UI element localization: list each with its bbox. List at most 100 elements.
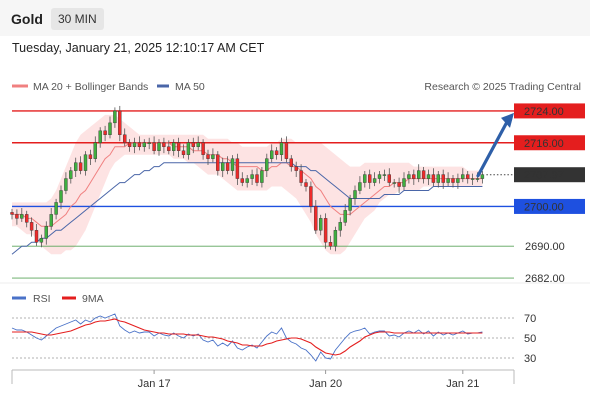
candle-body: [88, 154, 93, 159]
rsi-9ma-line: [12, 318, 483, 356]
candle-body: [250, 174, 254, 179]
candle-body: [353, 190, 357, 199]
candle-body: [446, 178, 450, 183]
candle: [49, 208, 53, 230]
candle: [426, 169, 431, 185]
candle: [392, 178, 396, 188]
candle: [466, 171, 470, 184]
candle: [157, 139, 161, 156]
candle-body: [279, 142, 284, 155]
candle-body: [304, 182, 308, 187]
candle: [343, 204, 347, 226]
candle-body: [333, 230, 338, 247]
candle-body: [39, 238, 44, 243]
candle: [230, 155, 235, 176]
timeframe-button[interactable]: 30 MIN: [51, 8, 104, 30]
candle-body: [397, 182, 401, 187]
candle-body: [20, 214, 24, 219]
candle-body: [466, 174, 470, 179]
candle: [201, 139, 205, 160]
candle: [29, 217, 34, 237]
candle: [270, 144, 274, 163]
x-tick-Jan-21: Jan 21: [446, 378, 479, 390]
candle: [431, 168, 436, 187]
candle: [289, 155, 293, 172]
candle: [417, 164, 421, 183]
candle-body: [426, 174, 431, 179]
candle-body: [412, 174, 416, 179]
candle: [240, 172, 245, 187]
candle-body: [127, 142, 132, 147]
candle: [88, 149, 93, 166]
candle: [328, 235, 333, 250]
candle-body: [78, 162, 83, 171]
candle-body: [299, 170, 303, 183]
candle-body: [10, 212, 14, 215]
candle: [225, 156, 230, 175]
candle: [162, 137, 166, 154]
candle-body: [348, 198, 352, 211]
candle-body: [392, 182, 396, 184]
candle-body: [64, 178, 68, 191]
forecast-arrow-shaft: [476, 120, 509, 178]
candle-body: [142, 142, 147, 147]
candle: [39, 234, 44, 248]
candle-body: [15, 214, 19, 219]
rsi-tick-50: 50: [524, 333, 536, 345]
candle-body: [260, 170, 264, 183]
candle-body: [421, 170, 426, 179]
candle: [353, 185, 357, 205]
candle: [113, 107, 117, 128]
candle: [137, 136, 142, 151]
candle-body: [29, 222, 34, 231]
candle: [34, 223, 39, 246]
candle: [314, 200, 318, 234]
candle: [83, 151, 88, 176]
level-box-2724.00: [514, 103, 585, 119]
candle: [191, 137, 196, 154]
candle: [421, 167, 426, 184]
candle-body: [338, 222, 342, 231]
candle: [407, 171, 411, 184]
candle: [118, 105, 122, 142]
candle: [211, 148, 215, 163]
candle: [358, 176, 362, 195]
rsi-line: [11, 313, 483, 362]
candle-body: [470, 178, 475, 180]
candle-body: [480, 174, 485, 179]
candle-body: [83, 154, 88, 171]
candle: [147, 137, 151, 150]
candle-body: [230, 158, 235, 171]
candle: [132, 137, 137, 154]
candle-body: [255, 174, 259, 183]
candle-body: [319, 218, 323, 231]
candle: [309, 181, 313, 213]
candle: [54, 198, 58, 220]
rsi-tick-70: 70: [524, 313, 536, 325]
candle-body: [270, 150, 274, 159]
candle: [456, 173, 460, 189]
candle: [446, 172, 450, 187]
candle: [348, 194, 352, 216]
candle: [220, 157, 225, 177]
candle-body: [456, 178, 460, 183]
candle: [167, 140, 171, 155]
candle-body: [372, 178, 377, 183]
candle: [279, 137, 284, 162]
candle-body: [461, 174, 465, 179]
candle: [260, 167, 264, 188]
candle: [397, 177, 401, 193]
top-bar: Gold 30 MIN: [0, 0, 590, 36]
candle-body: [122, 134, 127, 143]
legend-ma20-label: MA 20 + Bollinger Bands: [33, 81, 148, 93]
level-box-2700.00: [514, 198, 585, 214]
candle-body: [118, 110, 122, 135]
candle-body: [323, 218, 328, 243]
candle-body: [186, 142, 191, 155]
x-tick-Jan-20: Jan 20: [309, 378, 342, 390]
candle: [284, 136, 289, 163]
legend-ma50-label: MA 50: [175, 81, 205, 93]
candle: [98, 127, 102, 148]
candle-body: [108, 122, 112, 135]
